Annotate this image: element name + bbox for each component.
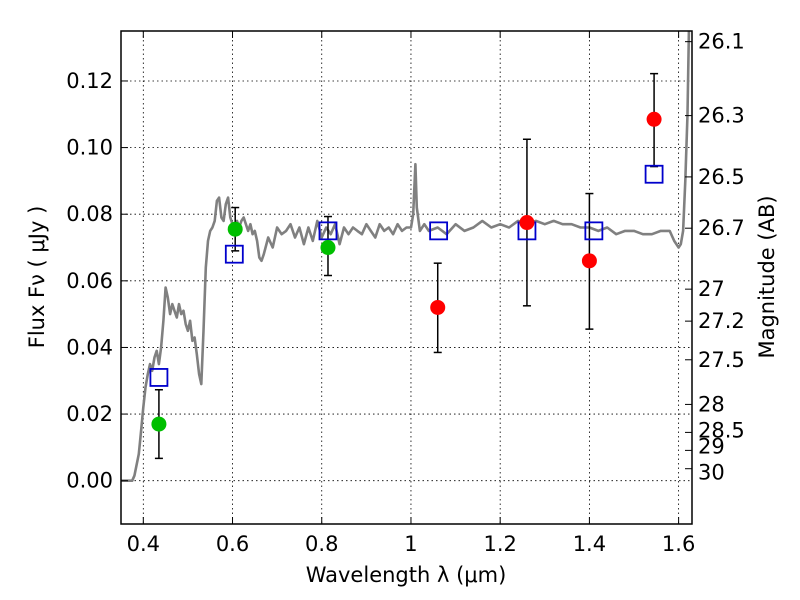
model-square-marker bbox=[644, 164, 664, 184]
plot-frame bbox=[120, 30, 693, 525]
y-tick-label: 0.06 bbox=[66, 269, 113, 293]
y-axis-label-left: Flux Fν ( μJy ) bbox=[25, 206, 49, 349]
right-tick-label: 28 bbox=[698, 392, 725, 416]
x-tick-label: 0.8 bbox=[305, 532, 338, 556]
right-tick-label: 26.7 bbox=[698, 216, 745, 240]
x-tick-label: 1 bbox=[404, 532, 417, 556]
model-square-marker bbox=[149, 368, 169, 387]
right-tick-label: 27.2 bbox=[698, 309, 745, 333]
y-tick-label: 0.10 bbox=[66, 136, 113, 160]
y-tick-label: 0.04 bbox=[66, 335, 113, 359]
right-tick-label: 26.5 bbox=[698, 165, 745, 189]
data-markers bbox=[149, 111, 664, 432]
x-tick-label: 1.2 bbox=[483, 532, 516, 556]
error-bars bbox=[154, 72, 659, 460]
right-tick-label: 29 bbox=[698, 434, 725, 458]
y-axis-label-right: Magnitude (AB) bbox=[755, 195, 779, 358]
axis-ticks: 0.4 0.6 0.8 1 1.2 1.4 1.6 0.00 0.02 0.04 0.06 0.08 0… bbox=[66, 30, 745, 556]
observed-circle-marker bbox=[151, 416, 167, 432]
right-tick-label: 26.1 bbox=[698, 30, 745, 54]
x-tick-label: 0.6 bbox=[216, 532, 249, 556]
right-tick-label: 27.5 bbox=[698, 348, 745, 372]
x-tick-label: 1.6 bbox=[662, 532, 695, 556]
model-square-marker bbox=[318, 221, 338, 241]
right-tick-label: 26.3 bbox=[698, 104, 745, 128]
x-axis-label: Wavelength λ (μm) bbox=[306, 563, 507, 587]
right-tick-label: 30 bbox=[698, 461, 725, 485]
observed-circle-marker bbox=[519, 215, 535, 231]
model-square-marker bbox=[584, 221, 604, 241]
model-square-marker bbox=[429, 221, 449, 241]
observed-circle-marker bbox=[430, 299, 446, 315]
y-tick-label: 0.12 bbox=[66, 69, 113, 93]
observed-circle-marker bbox=[227, 221, 243, 237]
x-tick-label: 1.4 bbox=[573, 532, 606, 556]
y-tick-label: 0.02 bbox=[66, 402, 113, 426]
spectrum-line bbox=[121, 30, 691, 483]
model-spectrum bbox=[121, 30, 691, 483]
right-tick-label: 28.5 bbox=[698, 418, 745, 442]
observed-circle-marker bbox=[320, 240, 336, 256]
observed-circle-marker bbox=[646, 111, 662, 127]
right-tick-label: 27 bbox=[698, 277, 725, 301]
model-square-marker bbox=[224, 244, 244, 264]
y-tick-label: 0.08 bbox=[66, 202, 113, 226]
observed-circle-marker bbox=[581, 253, 597, 269]
y-tick-label: 0.00 bbox=[66, 469, 113, 493]
x-tick-label: 0.4 bbox=[127, 532, 160, 556]
